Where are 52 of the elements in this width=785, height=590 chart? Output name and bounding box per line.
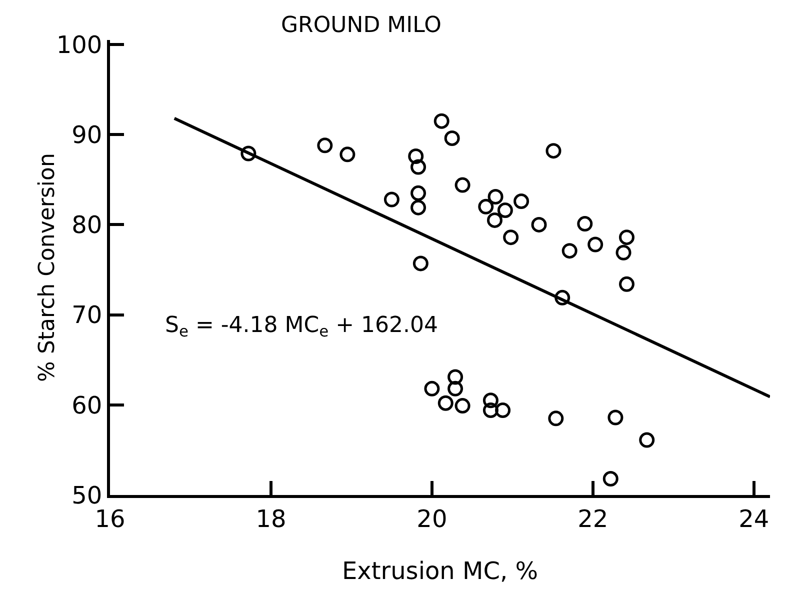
point	[514, 194, 530, 210]
point	[639, 432, 655, 448]
y-tick-label: 90	[72, 121, 102, 149]
point	[602, 471, 618, 487]
point	[486, 212, 502, 228]
point	[608, 410, 624, 426]
x-tick-label: 24	[738, 504, 770, 533]
annotation: S$_{e}$ = -4.18 MC$_{e}$ + 162.04	[165, 313, 438, 341]
point	[454, 398, 470, 414]
point	[618, 276, 634, 292]
point	[588, 236, 604, 252]
point	[410, 185, 426, 201]
y-tick-label: 100	[56, 30, 102, 59]
x-tick-label: 20	[416, 504, 448, 533]
y-axis-title: % Starch Conversion	[35, 153, 60, 382]
x-tick-label: 18	[256, 504, 286, 533]
point	[384, 192, 400, 208]
y-tick-label: 60	[72, 391, 102, 420]
point	[482, 392, 498, 408]
x-axis-title: Extrusion MC, %	[342, 557, 538, 585]
point	[577, 216, 593, 232]
point	[444, 130, 460, 146]
point	[438, 395, 454, 411]
point	[410, 200, 426, 216]
point	[454, 177, 470, 193]
x-tick-label: 22	[578, 504, 608, 533]
point	[616, 244, 632, 260]
point	[448, 369, 464, 385]
point	[340, 146, 356, 162]
point	[488, 189, 504, 205]
point	[562, 243, 578, 259]
point	[482, 402, 498, 418]
chart-title: GROUND MILO	[281, 13, 442, 38]
point	[434, 113, 450, 129]
point	[412, 256, 428, 272]
point	[478, 198, 494, 214]
point	[546, 143, 562, 159]
y-tick-label: 70	[72, 301, 102, 330]
point	[448, 380, 464, 396]
point	[408, 148, 424, 164]
point	[240, 146, 256, 162]
point	[495, 402, 511, 418]
point	[548, 410, 564, 426]
point	[317, 138, 333, 154]
y-tick-label: 80	[72, 211, 102, 240]
point	[554, 290, 570, 306]
point	[503, 230, 519, 246]
point	[531, 216, 547, 232]
point	[424, 380, 440, 396]
point	[618, 230, 634, 246]
point	[410, 159, 426, 175]
point	[497, 202, 513, 218]
